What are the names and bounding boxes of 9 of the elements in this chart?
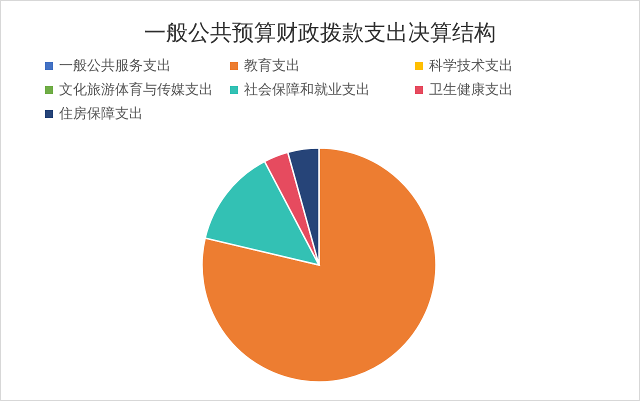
legend-label: 教育支出 <box>244 57 300 74</box>
legend-item: 卫生健康支出 <box>415 82 513 98</box>
legend-item: 科学技术支出 <box>415 58 513 74</box>
chart-title: 一般公共预算财政拨款支出决算结构 <box>144 21 496 46</box>
legend-item: 社会保障和就业支出 <box>230 82 370 98</box>
legend-item: 一般公共服务支出 <box>45 58 171 74</box>
legend-item: 文化旅游体育与传媒支出 <box>45 82 213 98</box>
legend-item: 住房保障支出 <box>45 106 143 122</box>
legend-item: 教育支出 <box>230 58 300 74</box>
